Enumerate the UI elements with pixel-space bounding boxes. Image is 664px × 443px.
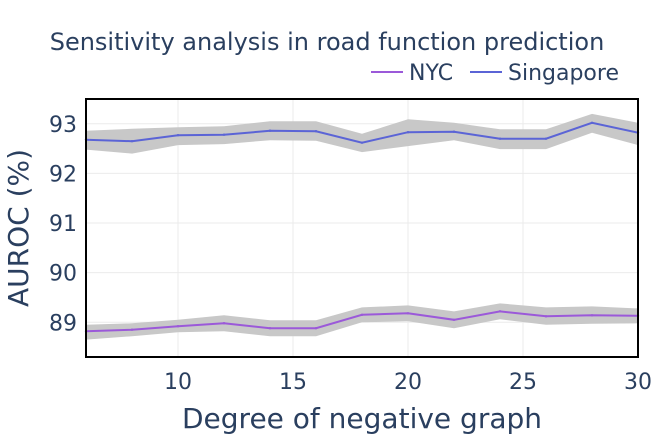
data-point-singapore	[406, 131, 410, 134]
data-point-singapore	[590, 121, 594, 125]
data-point-nyc	[452, 318, 456, 321]
data-point-nyc	[222, 322, 226, 325]
x-tick-label: 15	[279, 370, 307, 395]
plot-area	[84, 99, 640, 357]
data-point-nyc	[268, 327, 272, 330]
legend: NYC Singapore	[371, 61, 619, 86]
data-point-nyc	[130, 328, 134, 331]
x-tick-label: 10	[164, 370, 192, 395]
y-axis-label: AUROC (%)	[2, 149, 35, 307]
data-point-nyc	[314, 327, 318, 330]
y-tick-label: 91	[49, 212, 77, 237]
legend-label-nyc: NYC	[409, 61, 453, 86]
data-point-nyc	[176, 325, 180, 328]
y-tick-label: 89	[49, 311, 77, 336]
data-point-nyc	[590, 314, 594, 317]
data-point-singapore	[544, 137, 548, 140]
data-point-nyc	[406, 312, 410, 315]
data-point-singapore	[498, 137, 502, 140]
data-point-singapore	[360, 141, 364, 144]
x-tick-label: 25	[509, 370, 537, 395]
data-point-singapore	[130, 139, 134, 143]
y-tick-label: 92	[49, 162, 77, 187]
data-point-nyc	[360, 313, 364, 317]
data-point-nyc	[498, 310, 502, 313]
chart-title: Sensitivity analysis in road function pr…	[50, 28, 605, 56]
data-point-nyc	[544, 315, 548, 318]
x-tick-label: 30	[624, 370, 652, 395]
data-point-singapore	[222, 133, 226, 136]
confidence-band-nyc	[86, 303, 638, 340]
y-tick-label: 90	[49, 262, 77, 287]
y-tick-label: 93	[49, 113, 77, 138]
data-point-singapore	[314, 130, 318, 133]
plot-frame	[85, 98, 639, 358]
x-tick-label: 20	[394, 370, 422, 395]
data-point-singapore	[452, 130, 456, 133]
legend-label-singapore: Singapore	[508, 61, 619, 86]
x-axis-label: Degree of negative graph	[182, 402, 542, 435]
data-point-singapore	[268, 129, 272, 132]
data-point-singapore	[176, 134, 180, 137]
confidence-band-singapore	[86, 113, 638, 154]
